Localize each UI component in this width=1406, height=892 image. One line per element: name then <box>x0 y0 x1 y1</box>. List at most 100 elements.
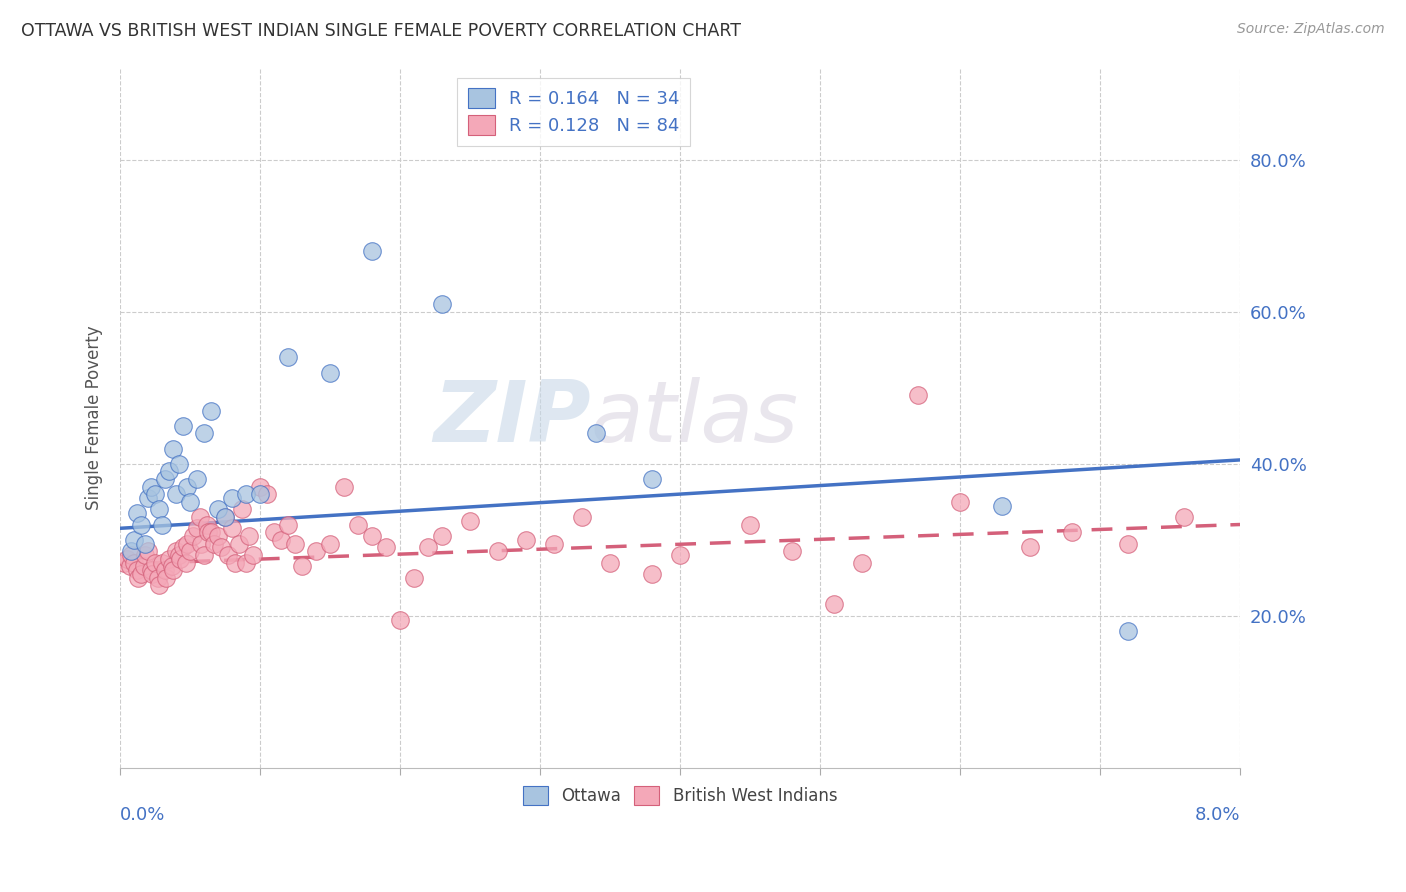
Point <box>134 536 156 550</box>
Point <box>851 556 873 570</box>
Point <box>1116 536 1139 550</box>
Point <box>319 366 342 380</box>
Point <box>214 509 236 524</box>
Point <box>361 529 384 543</box>
Point <box>167 548 190 562</box>
Point <box>181 529 204 543</box>
Point <box>430 529 453 543</box>
Point <box>214 509 236 524</box>
Point <box>186 472 208 486</box>
Point <box>738 517 761 532</box>
Point <box>165 487 187 501</box>
Point <box>125 563 148 577</box>
Point <box>172 418 194 433</box>
Point <box>949 494 972 508</box>
Text: ZIP: ZIP <box>433 376 591 459</box>
Point <box>174 556 197 570</box>
Point <box>141 566 163 581</box>
Point <box>256 487 278 501</box>
Point <box>361 244 384 258</box>
Point <box>515 533 537 547</box>
Point <box>162 563 184 577</box>
Point <box>1173 509 1195 524</box>
Point <box>200 403 222 417</box>
Point <box>1019 541 1042 555</box>
Point <box>669 548 692 562</box>
Point <box>167 457 190 471</box>
Point <box>139 479 162 493</box>
Point <box>263 525 285 540</box>
Point <box>157 464 180 478</box>
Point <box>458 514 481 528</box>
Point <box>176 479 198 493</box>
Point <box>115 551 138 566</box>
Point <box>122 533 145 547</box>
Point <box>430 297 453 311</box>
Point <box>486 544 509 558</box>
Point <box>193 426 215 441</box>
Point <box>543 536 565 550</box>
Point <box>291 559 314 574</box>
Legend: Ottawa, British West Indians: Ottawa, British West Indians <box>516 780 844 812</box>
Point <box>129 517 152 532</box>
Point <box>207 529 229 543</box>
Point <box>155 571 177 585</box>
Point <box>242 548 264 562</box>
Point <box>143 487 166 501</box>
Point <box>139 563 162 577</box>
Point <box>148 502 170 516</box>
Point <box>416 541 439 555</box>
Point <box>146 571 169 585</box>
Point <box>305 544 328 558</box>
Point <box>347 517 370 532</box>
Point <box>270 533 292 547</box>
Point <box>402 571 425 585</box>
Point <box>221 521 243 535</box>
Point <box>907 388 929 402</box>
Point <box>197 525 219 540</box>
Point <box>148 578 170 592</box>
Point <box>238 529 260 543</box>
Point <box>129 566 152 581</box>
Point <box>224 556 246 570</box>
Point <box>193 548 215 562</box>
Point <box>176 536 198 550</box>
Point <box>136 544 159 558</box>
Point <box>143 556 166 570</box>
Point <box>277 517 299 532</box>
Point <box>571 509 593 524</box>
Point <box>169 551 191 566</box>
Point <box>132 559 155 574</box>
Point <box>186 521 208 535</box>
Point <box>150 556 173 570</box>
Point <box>127 571 149 585</box>
Point <box>188 509 211 524</box>
Point <box>641 566 664 581</box>
Text: OTTAWA VS BRITISH WEST INDIAN SINGLE FEMALE POVERTY CORRELATION CHART: OTTAWA VS BRITISH WEST INDIAN SINGLE FEM… <box>21 22 741 40</box>
Point <box>134 548 156 562</box>
Text: 8.0%: 8.0% <box>1195 806 1240 824</box>
Point <box>217 548 239 562</box>
Point <box>228 536 250 550</box>
Point <box>333 479 356 493</box>
Text: atlas: atlas <box>591 376 799 459</box>
Point <box>150 517 173 532</box>
Point <box>249 479 271 493</box>
Point <box>118 559 141 574</box>
Point <box>179 544 201 558</box>
Point <box>160 559 183 574</box>
Point <box>375 541 398 555</box>
Point <box>599 556 621 570</box>
Point <box>120 544 142 558</box>
Point <box>125 506 148 520</box>
Point <box>172 541 194 555</box>
Point <box>585 426 607 441</box>
Point <box>991 499 1014 513</box>
Point <box>136 491 159 505</box>
Point <box>165 544 187 558</box>
Point <box>641 472 664 486</box>
Point <box>200 525 222 540</box>
Point <box>112 556 135 570</box>
Point <box>235 487 257 501</box>
Point <box>153 563 176 577</box>
